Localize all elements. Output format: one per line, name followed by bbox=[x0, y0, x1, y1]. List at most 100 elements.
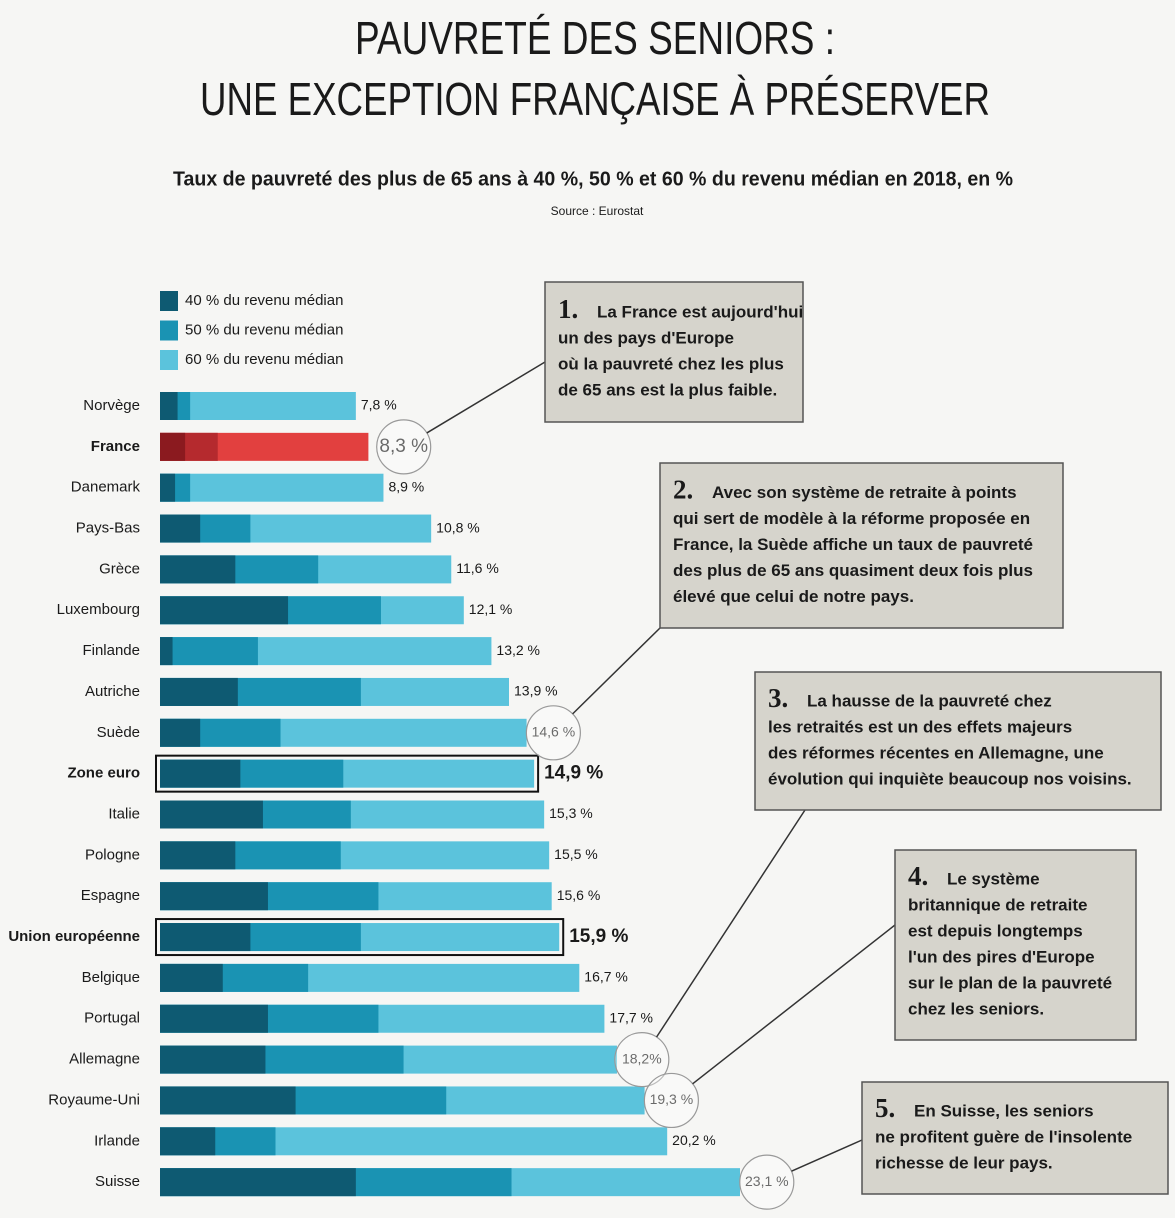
category-label: Pologne bbox=[85, 846, 140, 863]
value-label: 10,8 % bbox=[436, 519, 480, 535]
annotation-text: richesse de leur pays. bbox=[875, 1153, 1053, 1172]
connector-line bbox=[655, 809, 806, 1038]
bar bbox=[160, 392, 356, 420]
value-label: 19,3 % bbox=[650, 1091, 694, 1107]
bar bbox=[160, 555, 236, 584]
annotation-text: l'un des pires d'Europe bbox=[908, 947, 1095, 966]
category-label: Autriche bbox=[85, 683, 140, 700]
highlight-box bbox=[155, 754, 540, 793]
annotation-text: des plus de 65 ans quasiment deux fois p… bbox=[673, 561, 1033, 580]
annotation-text: évolution qui inquiète beaucoup nos vois… bbox=[768, 769, 1132, 788]
value-label: 14,6 % bbox=[532, 724, 576, 740]
category-label: Allemagne bbox=[69, 1051, 140, 1068]
bar bbox=[160, 841, 236, 870]
value-label: 17,7 % bbox=[609, 1009, 653, 1025]
bar bbox=[160, 637, 173, 666]
annotation-text: En Suisse, les seniors bbox=[914, 1101, 1094, 1120]
annotation-text: qui sert de modèle à la réforme proposée… bbox=[673, 509, 1030, 528]
bar bbox=[160, 392, 178, 420]
bar bbox=[160, 1168, 356, 1197]
value-label: 7,8 % bbox=[361, 397, 397, 413]
legend-swatch bbox=[160, 320, 178, 341]
annotation-text: des réformes récentes en Allemagne, une bbox=[768, 743, 1104, 762]
annotation-text: La hausse de la pauvreté chez bbox=[807, 691, 1052, 710]
value-label: 8,3 % bbox=[379, 436, 428, 457]
value-circle bbox=[739, 1154, 795, 1210]
value-label: 15,9 % bbox=[569, 926, 628, 947]
chart-title: PAUVRETÉ DES SENIORS : bbox=[355, 12, 835, 64]
category-label: Norvège bbox=[83, 397, 140, 414]
connector-line bbox=[426, 361, 546, 434]
bar bbox=[160, 882, 268, 911]
category-label: Italie bbox=[108, 805, 140, 822]
value-label: 11,6 % bbox=[456, 560, 499, 576]
bar bbox=[160, 432, 186, 461]
bar bbox=[160, 718, 201, 747]
bar bbox=[160, 473, 176, 502]
annotation-text: un des pays d'Europe bbox=[558, 328, 734, 347]
legend-label: 40 % du revenu médian bbox=[185, 292, 343, 309]
bar bbox=[160, 637, 258, 666]
value-label: 13,2 % bbox=[496, 642, 540, 658]
category-label: Pays-Bas bbox=[76, 520, 140, 537]
annotation-text: La France est aujourd'hui bbox=[597, 302, 803, 321]
category-label: Irlande bbox=[94, 1132, 140, 1149]
chart-title: UNE EXCEPTION FRANÇAISE À PRÉSERVER bbox=[200, 73, 990, 125]
connector-line bbox=[692, 924, 896, 1085]
bar bbox=[160, 800, 263, 829]
value-circle bbox=[376, 419, 432, 475]
bar bbox=[160, 1004, 268, 1033]
value-label: 12,1 % bbox=[469, 601, 513, 617]
value-circle bbox=[525, 705, 581, 761]
annotation-text: élevé que celui de notre pays. bbox=[673, 587, 914, 606]
annotation-number: 1. bbox=[558, 294, 578, 324]
category-label: Suisse bbox=[95, 1173, 140, 1190]
bar bbox=[160, 1086, 296, 1115]
category-label: Espagne bbox=[81, 887, 140, 904]
bar bbox=[160, 1045, 266, 1074]
source: Source : Eurostat bbox=[551, 204, 644, 218]
bar bbox=[160, 1127, 216, 1156]
bar bbox=[160, 923, 251, 952]
annotation-number: 2. bbox=[673, 475, 693, 505]
category-label: Grèce bbox=[99, 560, 140, 577]
category-label: France bbox=[91, 438, 140, 455]
connector-line bbox=[572, 627, 661, 715]
value-label: 15,6 % bbox=[557, 887, 601, 903]
annotation-text: Le système bbox=[947, 869, 1040, 888]
category-label: Danemark bbox=[71, 479, 141, 496]
value-label: 18,2% bbox=[622, 1050, 662, 1066]
value-label: 13,9 % bbox=[514, 683, 558, 699]
value-label: 15,5 % bbox=[554, 846, 598, 862]
legend-swatch bbox=[160, 291, 178, 311]
annotation-box bbox=[861, 1081, 1169, 1195]
category-label: Suède bbox=[97, 724, 140, 741]
value-label: 15,3 % bbox=[549, 805, 593, 821]
connector-line bbox=[791, 1139, 863, 1172]
annotation-text: est depuis longtemps bbox=[908, 921, 1083, 940]
annotation-text: France, la Suède affiche un taux de pauv… bbox=[673, 535, 1033, 554]
annotation-box bbox=[894, 849, 1137, 1041]
category-label: Belgique bbox=[82, 969, 140, 986]
bar bbox=[160, 473, 384, 502]
category-label: Union européenne bbox=[8, 928, 140, 945]
highlight-box bbox=[155, 918, 565, 957]
chart-subtitle: Taux de pauvreté des plus de 65 ans à 40… bbox=[173, 168, 1013, 190]
value-label: 16,7 % bbox=[584, 969, 628, 985]
annotation-box bbox=[659, 462, 1064, 629]
value-circle bbox=[643, 1072, 699, 1129]
annotation-text: sur le plan de la pauvreté bbox=[908, 973, 1112, 992]
category-label: Luxembourg bbox=[57, 601, 140, 618]
annotation-text: Avec son système de retraite à points bbox=[712, 483, 1017, 502]
category-label: Finlande bbox=[82, 642, 140, 659]
category-label: Zone euro bbox=[67, 765, 140, 782]
legend-swatch bbox=[160, 350, 178, 370]
annotation-box bbox=[544, 281, 804, 423]
bar bbox=[160, 963, 223, 992]
value-label: 23,1 % bbox=[745, 1173, 789, 1189]
category-label: Portugal bbox=[84, 1010, 140, 1027]
bar bbox=[160, 677, 238, 706]
annotation-text: ne profitent guère de l'insolente bbox=[875, 1127, 1132, 1146]
annotation-text: où la pauvreté chez les plus bbox=[558, 354, 784, 373]
